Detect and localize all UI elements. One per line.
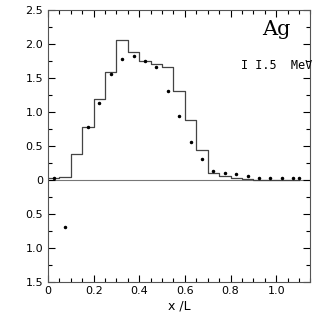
Text: I I.5  MeV: I I.5 MeV (241, 59, 312, 72)
Point (97, 100, 102, 105)
Point (291, 176, 296, 181)
Point (199, 156, 204, 162)
Point (234, 172, 239, 177)
Point (268, 176, 273, 181)
Point (85, 124, 91, 129)
Point (245, 174, 250, 179)
Point (165, 89, 170, 94)
Point (296, 176, 301, 181)
Point (177, 113, 182, 118)
Point (62, 225, 68, 230)
Point (211, 169, 216, 174)
Point (222, 170, 228, 175)
Point (154, 65, 159, 70)
Point (188, 140, 193, 145)
Point (131, 53, 136, 58)
Point (120, 56, 125, 61)
Point (279, 176, 284, 181)
Text: Ag: Ag (262, 20, 291, 39)
Point (51, 175, 56, 180)
Point (257, 175, 262, 180)
X-axis label: x /L: x /L (168, 299, 190, 312)
Point (108, 72, 113, 77)
Point (142, 58, 148, 63)
